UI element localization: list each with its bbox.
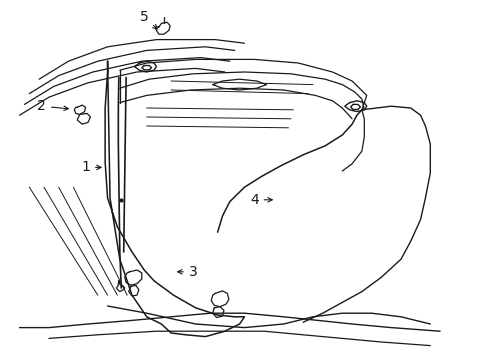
- Text: 3: 3: [177, 265, 197, 279]
- Text: 1: 1: [81, 161, 101, 174]
- Text: 4: 4: [249, 193, 272, 207]
- Text: 5: 5: [140, 10, 157, 29]
- Text: 2: 2: [37, 99, 68, 113]
